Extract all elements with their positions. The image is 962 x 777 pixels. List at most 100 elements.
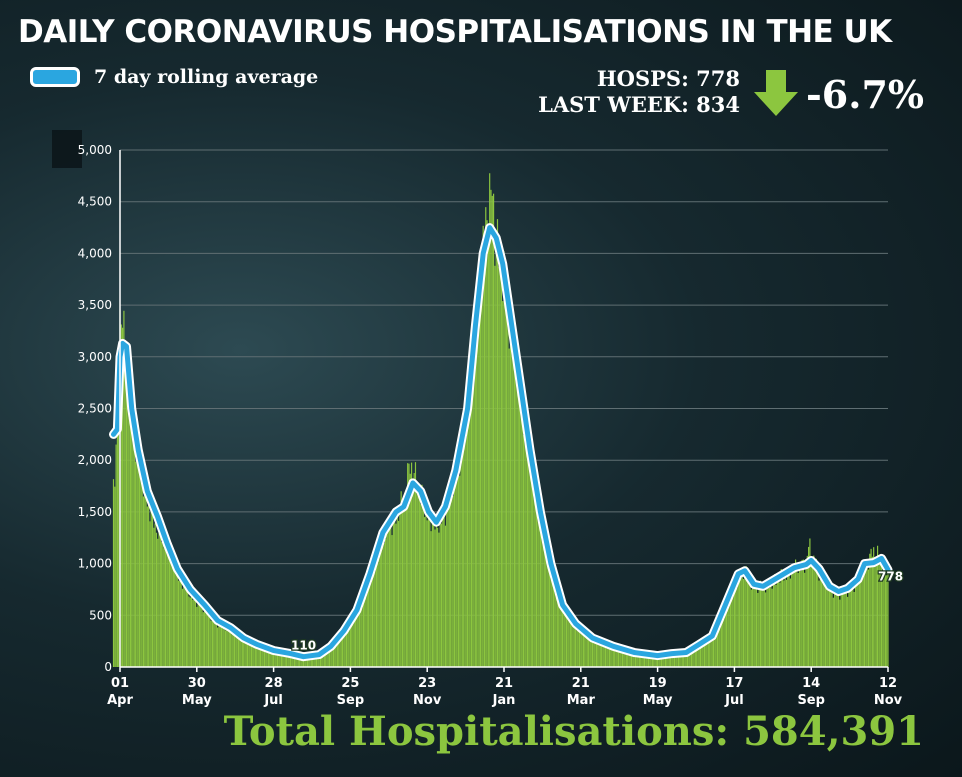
daily-bar (804, 572, 806, 667)
daily-bar (627, 651, 629, 667)
chart-title: DAILY CORONAVIRUS HOSPITALISATIONS IN TH… (18, 14, 892, 50)
daily-bar (630, 652, 633, 667)
daily-bar (321, 654, 323, 667)
daily-bar (115, 444, 117, 667)
daily-bar (625, 652, 627, 667)
daily-bar (455, 480, 457, 667)
daily-bar (735, 580, 737, 667)
daily-bar (569, 621, 571, 667)
daily-bar (433, 523, 435, 667)
daily-bar (810, 558, 812, 667)
daily-bar (366, 585, 368, 667)
daily-bar (573, 622, 575, 667)
daily-bar (831, 589, 833, 667)
daily-bar (869, 553, 871, 667)
daily-bar (280, 654, 282, 667)
daily-bar (737, 572, 739, 667)
daily-bar (759, 580, 762, 667)
x-tick-month: Sep (337, 693, 365, 708)
daily-bar (357, 605, 359, 667)
daily-bar (171, 560, 173, 667)
daily-bar (301, 657, 303, 667)
daily-bar (245, 643, 247, 667)
daily-bar (446, 507, 448, 667)
daily-bar (680, 654, 682, 667)
daily-bar (535, 497, 538, 667)
daily-bar (172, 551, 174, 667)
daily-bar (252, 645, 254, 667)
daily-bar (538, 503, 540, 667)
x-tick-day: 23 (418, 676, 436, 691)
daily-bar (603, 643, 605, 667)
daily-bar (689, 651, 691, 667)
x-tick-month: Jul (263, 693, 283, 708)
daily-bar (629, 652, 631, 667)
annotation-label: 110 (291, 639, 316, 653)
daily-bar (155, 532, 158, 667)
legend-label: 7 day rolling average (94, 66, 319, 88)
daily-bar (584, 635, 586, 667)
daily-bar (187, 583, 189, 667)
daily-bar (545, 545, 547, 667)
daily-bar (370, 578, 372, 667)
daily-bar (683, 654, 685, 667)
daily-bar (246, 641, 249, 667)
daily-bar (582, 633, 584, 667)
daily-bar (153, 527, 155, 667)
daily-bar (472, 360, 474, 667)
daily-bar (529, 469, 531, 667)
daily-bar (664, 655, 666, 667)
daily-bar (490, 189, 492, 667)
daily-bar (874, 559, 876, 667)
daily-bar (880, 560, 883, 667)
daily-bar (306, 657, 309, 667)
daily-bar (151, 505, 154, 667)
daily-bar (315, 656, 318, 667)
daily-bar (564, 609, 566, 667)
daily-bar (179, 572, 181, 667)
daily-bar (358, 605, 361, 667)
daily-bar (184, 588, 186, 667)
daily-bar (487, 247, 489, 667)
daily-bar (852, 582, 854, 667)
daily-bar (575, 623, 577, 667)
daily-bar (806, 555, 808, 667)
daily-bar (887, 571, 889, 667)
daily-bar (464, 410, 466, 667)
daily-bar (375, 554, 378, 667)
daily-bar (541, 537, 543, 667)
daily-bar (856, 576, 858, 667)
daily-bar (345, 628, 348, 667)
daily-bar (344, 630, 346, 667)
daily-bar (732, 589, 734, 667)
daily-bar (496, 219, 499, 667)
daily-bar (374, 560, 376, 667)
daily-bar (373, 564, 375, 667)
daily-bar (191, 594, 193, 667)
daily-bar (261, 646, 263, 667)
daily-bar (752, 579, 754, 667)
daily-bar (778, 580, 780, 667)
daily-bar (663, 654, 665, 667)
daily-bar (814, 565, 816, 667)
daily-bar (520, 403, 522, 667)
daily-bar (135, 461, 137, 667)
daily-bar (189, 597, 191, 667)
daily-bar (654, 657, 656, 667)
daily-bar (157, 538, 159, 667)
daily-bar (493, 193, 495, 667)
daily-bar (390, 524, 392, 667)
daily-bar (409, 473, 411, 667)
daily-bar (287, 655, 289, 667)
daily-bar (371, 560, 374, 667)
daily-bar (383, 542, 385, 667)
daily-bar (430, 531, 432, 667)
daily-bar (555, 591, 557, 667)
daily-bar (443, 505, 445, 667)
daily-bar (293, 656, 296, 667)
daily-bar (608, 646, 611, 667)
daily-bar (388, 528, 391, 667)
daily-bar (223, 627, 225, 667)
daily-bar (204, 610, 206, 667)
daily-bar (560, 597, 562, 667)
